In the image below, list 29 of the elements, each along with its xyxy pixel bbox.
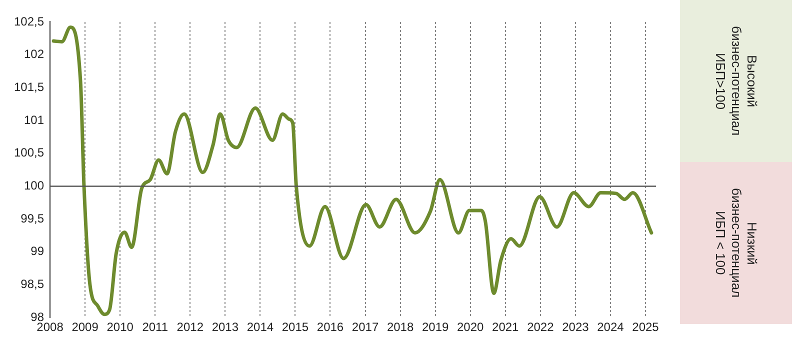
x-tick-label: 2019 (422, 320, 449, 334)
x-tick-label: 2017 (352, 320, 379, 334)
text: Высокий бизнес-потенциал ИБП>100 (712, 26, 760, 136)
x-tick-label: 2018 (386, 320, 414, 334)
x-tick-label: 2013 (212, 320, 239, 334)
y-tick-label: 102 (24, 47, 44, 62)
y-tick-label: 101 (24, 112, 44, 127)
x-tick-label: 2016 (316, 320, 344, 334)
y-tick-label: 99 (30, 244, 44, 258)
x-tick-label: 2012 (176, 320, 204, 334)
x-tick-label: 2015 (282, 320, 309, 334)
x-tick-label: 2009 (72, 320, 99, 334)
x-tick-label: 2020 (457, 320, 484, 334)
y-tick-label: 102,5 (14, 14, 44, 28)
x-tick-label: 2025 (632, 320, 660, 334)
y-tick-label: 99,5 (20, 211, 44, 226)
y-tick-label: 100 (24, 178, 44, 193)
x-tick-label: 2021 (492, 320, 520, 334)
line-series (52, 26, 654, 316)
x-tick-label: 2014 (246, 320, 274, 334)
x-tick-label: 2024 (597, 320, 624, 334)
y-tick-label: 98,5 (20, 277, 44, 292)
x-tick-label: 2022 (527, 320, 554, 334)
x-tick-label: 2011 (142, 320, 168, 334)
x-tick-label: 2023 (562, 320, 590, 334)
y-tick-label: 100,5 (14, 146, 44, 160)
text: Низкий бизнес-потенциал ИБП < 100 (712, 188, 760, 298)
x-tick-label: 2010 (106, 320, 134, 334)
y-tick-label: 101,5 (14, 80, 44, 94)
